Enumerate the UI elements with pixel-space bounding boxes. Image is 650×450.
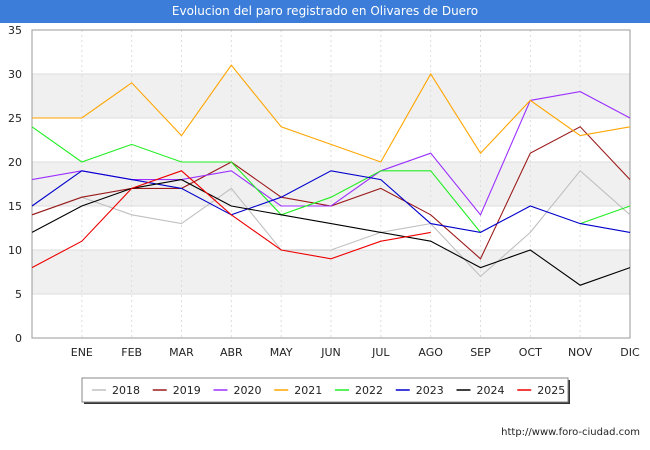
series-line-2022 (31, 126, 631, 233)
x-tick-label: AGO (418, 346, 443, 359)
legend-label-2024: 2024 (477, 384, 505, 397)
series-line-2025 (31, 170, 431, 269)
y-tick-label: 20 (8, 156, 22, 169)
plot-band (32, 162, 630, 206)
y-tick-label: 0 (15, 332, 22, 345)
x-tick-label: MAY (270, 346, 293, 359)
legend-label-2022: 2022 (355, 384, 383, 397)
y-tick-label: 5 (15, 288, 22, 301)
y-tick-label: 30 (8, 68, 22, 81)
x-tick-label: MAR (169, 346, 194, 359)
plot-border (31, 29, 631, 339)
x-tick-label: NOV (568, 346, 593, 359)
x-tick-label: DIC (620, 346, 640, 359)
legend-label-2021: 2021 (294, 384, 322, 397)
y-tick-label: 25 (8, 112, 22, 125)
y-tick-label: 15 (8, 200, 22, 213)
legend-label-2018: 2018 (112, 384, 140, 397)
x-tick-label: JUN (320, 346, 341, 359)
chart-title: Evolucion del paro registrado en Olivare… (0, 0, 650, 23)
series-line-2018 (31, 170, 631, 278)
legend-label-2019: 2019 (173, 384, 201, 397)
y-tick-label: 35 (8, 24, 22, 37)
x-tick-label: ENE (71, 346, 93, 359)
series-line-2021 (32, 64, 631, 163)
legend-label-2025: 2025 (537, 384, 565, 397)
x-tick-label: JUL (371, 346, 390, 359)
x-tick-label: FEB (121, 346, 142, 359)
legend-label-2020: 2020 (234, 384, 262, 397)
x-tick-label: ABR (220, 346, 243, 359)
x-tick-label: OCT (519, 346, 542, 359)
footer-url: http://www.foro-ciudad.com (501, 427, 640, 438)
x-tick-label: SEP (470, 346, 491, 359)
series-line-2023 (31, 170, 631, 233)
legend-label-2023: 2023 (416, 384, 444, 397)
y-tick-label: 10 (8, 244, 22, 257)
